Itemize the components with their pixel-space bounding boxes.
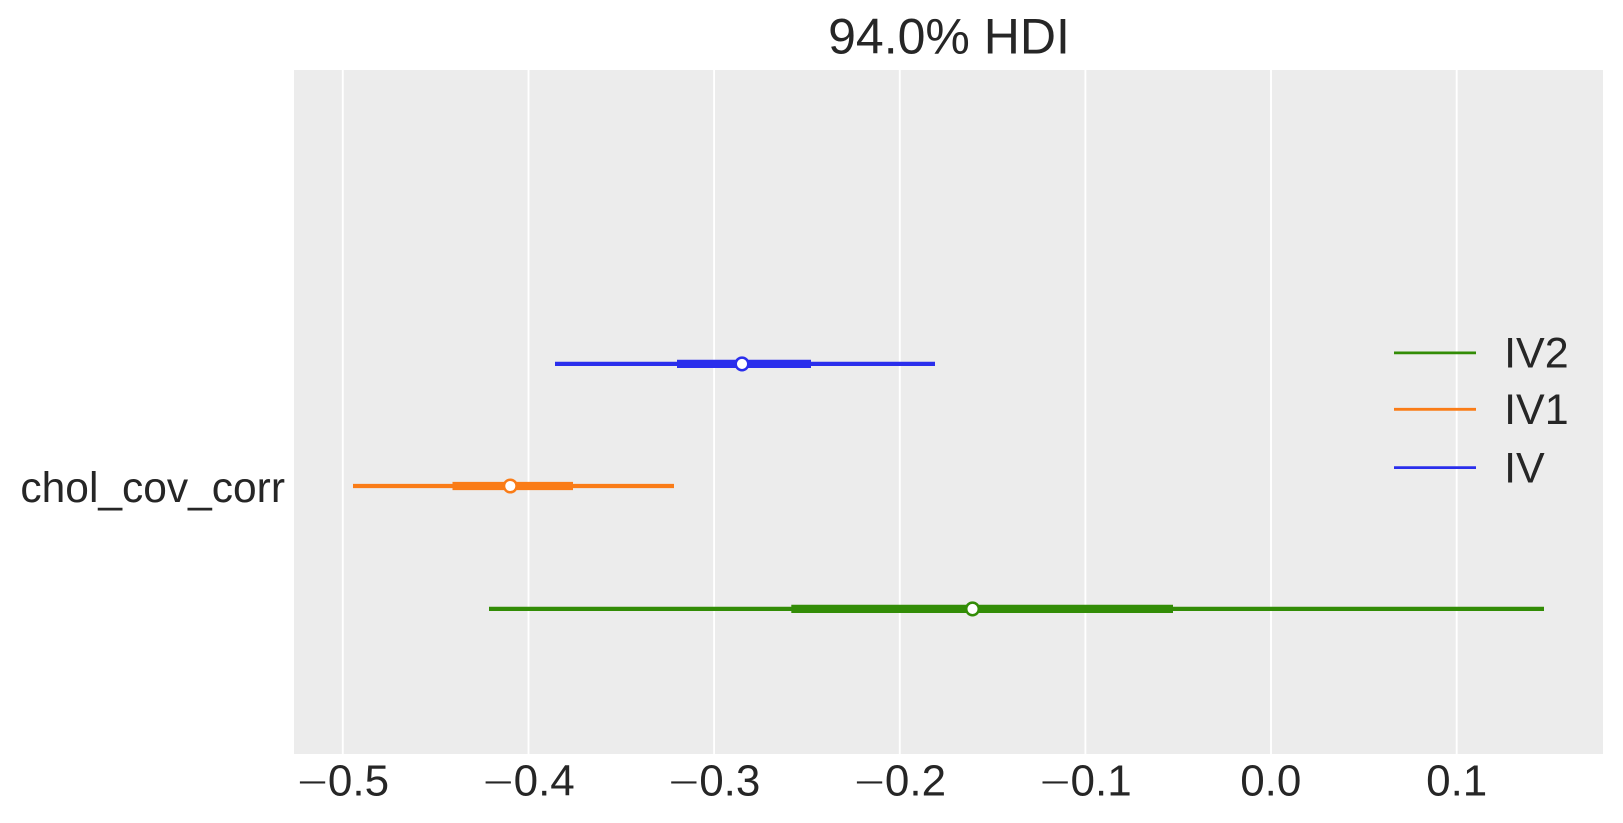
svg-text:0.0: 0.0: [1240, 756, 1301, 805]
svg-text:IV: IV: [1504, 444, 1545, 492]
svg-text:0.2: 0.2: [885, 756, 946, 805]
svg-text:0.1: 0.1: [1426, 756, 1487, 805]
svg-text:94.0% HDI: 94.0% HDI: [828, 8, 1070, 64]
svg-text:0.1: 0.1: [1071, 756, 1132, 805]
svg-text:IV1: IV1: [1504, 386, 1569, 434]
svg-text:IV2: IV2: [1504, 330, 1569, 378]
svg-text:chol_cov_corr: chol_cov_corr: [20, 465, 285, 512]
svg-text:0.5: 0.5: [328, 756, 389, 805]
svg-text:0.4: 0.4: [514, 756, 575, 805]
svg-text:0.3: 0.3: [699, 756, 760, 805]
